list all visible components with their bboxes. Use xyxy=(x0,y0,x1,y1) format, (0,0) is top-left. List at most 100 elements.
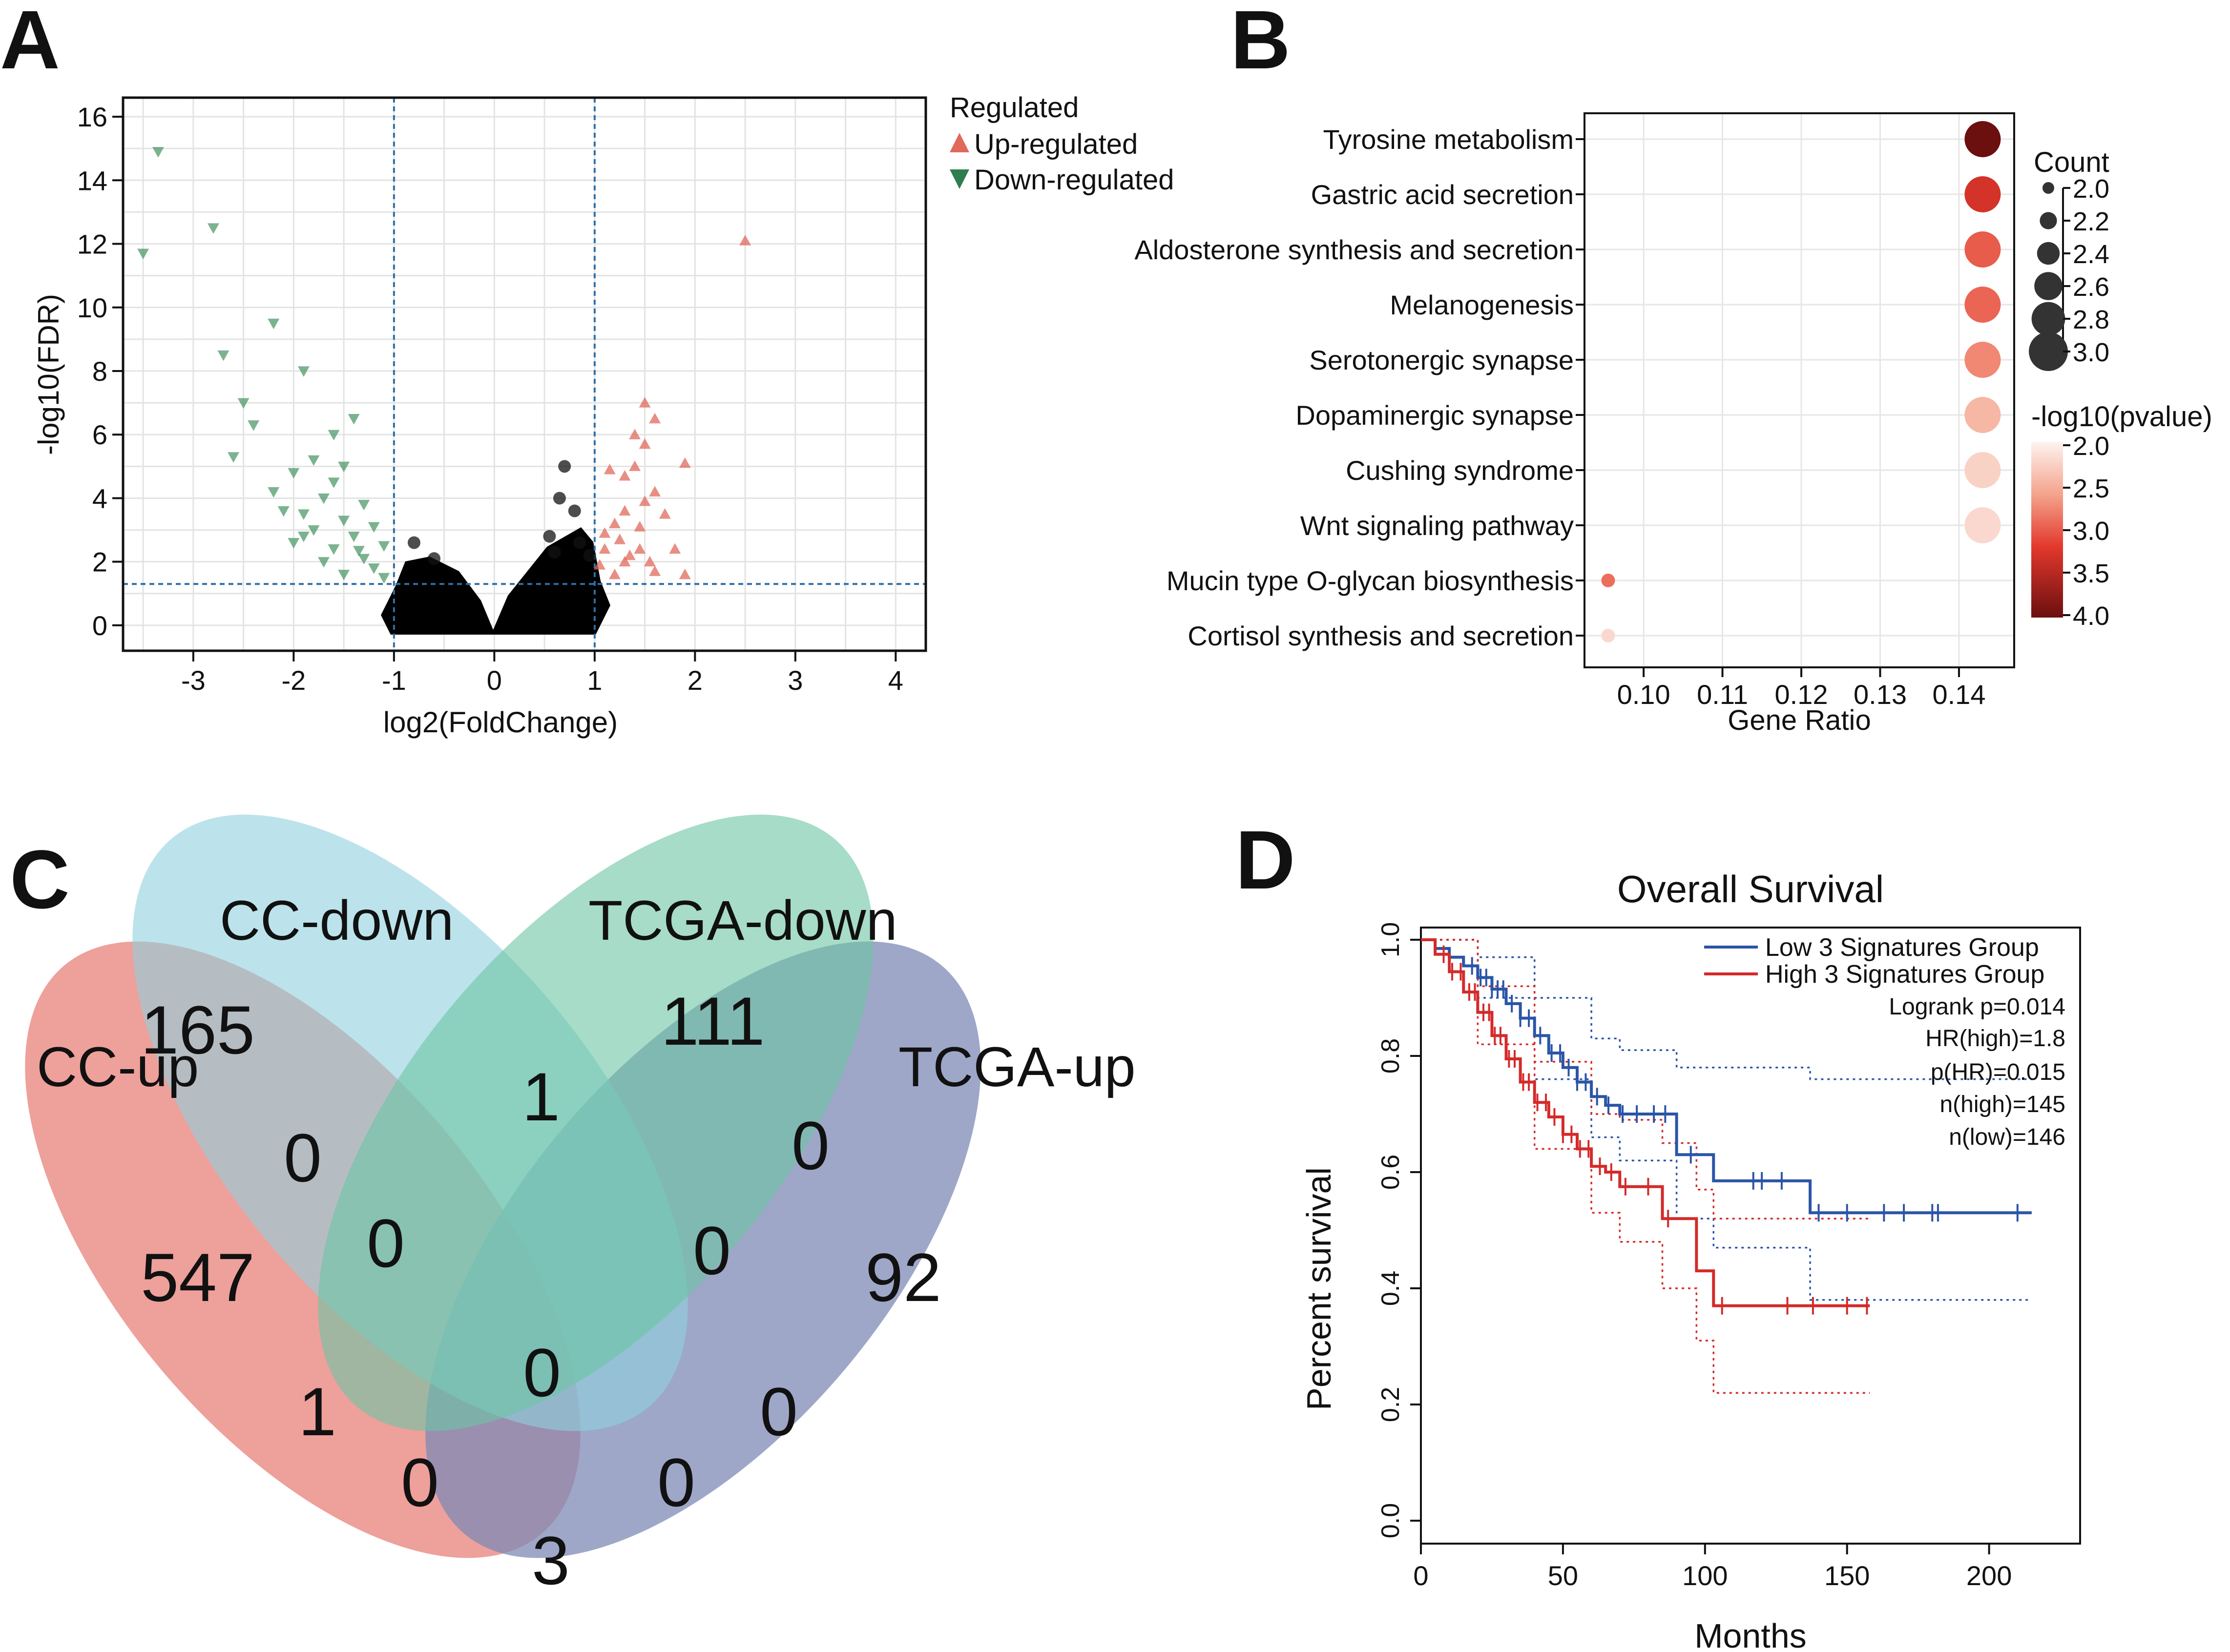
a-point-down xyxy=(297,509,310,520)
a-point-ns xyxy=(543,530,556,543)
a-legend-title: Regulated xyxy=(950,92,1079,124)
d-y-tick-label: 0.2 xyxy=(1376,1387,1405,1422)
d-curve-low xyxy=(1421,938,2032,1215)
b-dot xyxy=(1964,397,2001,433)
b-pvalue-colorbar xyxy=(2031,442,2063,618)
a-point-down xyxy=(297,366,310,377)
b-pvalue-legend-label: 4.0 xyxy=(2073,601,2109,631)
d-curve-high xyxy=(1421,938,1870,1307)
venn-label-tcga-up: TCGA-up xyxy=(898,1036,1136,1098)
a-x-tick-label: 1 xyxy=(587,665,602,696)
b-count-legend-dot xyxy=(2029,332,2068,371)
b-count-legend-dot xyxy=(2037,242,2060,265)
a-point-up xyxy=(649,565,661,576)
a-point-down xyxy=(288,468,300,479)
a-point-up xyxy=(639,397,651,408)
b-count-legend-label: 2.8 xyxy=(2073,305,2109,334)
venn-count-cc-up-only: 547 xyxy=(141,1239,255,1316)
a-plot-frame xyxy=(122,96,927,652)
panel-label-a: A xyxy=(0,0,60,86)
a-legend-down-label: Down-regulated xyxy=(974,164,1174,196)
d-x-axis-label: Months xyxy=(1694,1617,1807,1652)
b-pathway-label: Cortisol synthesis and secretion xyxy=(1188,620,1574,651)
a-x-tick-label: -2 xyxy=(281,665,306,696)
venn-count-tcga-down-only: 111 xyxy=(661,983,765,1059)
a-x-axis-label: log2(FoldChange) xyxy=(383,706,618,739)
d-y-tick-label: 0.8 xyxy=(1376,1038,1405,1074)
a-y-tick-label: 0 xyxy=(92,610,107,641)
b-dots xyxy=(1601,121,2001,642)
a-point-up xyxy=(644,556,656,567)
a-legend-down-triangle xyxy=(950,169,969,189)
a-point-up xyxy=(599,527,611,538)
a-point-ns xyxy=(583,549,596,562)
a-y-ticks: 0 2 4 6 8 10 12 14 16 xyxy=(77,102,123,641)
d-stat-hr: HR(high)=1.8 xyxy=(1925,1026,2065,1052)
d-ci-upper-low xyxy=(1421,939,2032,1080)
a-point-up xyxy=(608,568,621,579)
b-dot xyxy=(1964,176,2001,212)
b-pathway-label: Aldosterone synthesis and secretion xyxy=(1134,234,1574,265)
b-count-legend-dot xyxy=(2040,212,2057,229)
d-stat-n-low: n(low)=146 xyxy=(1949,1124,2065,1150)
venn-count-ccup-ccdown-tcgadown: 0 xyxy=(367,1205,405,1281)
a-x-ticks: -3 -2 -1 0 1 2 3 4 xyxy=(181,651,903,696)
a-y-tick-label: 14 xyxy=(77,165,107,196)
b-count-legend-dot xyxy=(2034,272,2063,300)
panel-label-d: D xyxy=(1235,814,1295,907)
a-point-down xyxy=(358,554,370,565)
a-point-up xyxy=(649,486,661,497)
d-y-tick-label: 0.6 xyxy=(1376,1155,1405,1190)
a-point-down xyxy=(378,541,390,552)
a-point-down xyxy=(348,414,360,425)
b-count-legend: Count 2.0 2.2 2.4 2.6 2.8 3.0 xyxy=(2029,146,2109,371)
venn-label-tcga-down: TCGA-down xyxy=(588,889,897,952)
b-dot xyxy=(1964,342,2001,378)
d-ci-lower-low xyxy=(1421,939,2032,1301)
b-dot xyxy=(1964,121,2001,157)
a-legend: Regulated Up-regulated Down-regulated xyxy=(950,92,1174,196)
b-pvalue-legend-label: 3.0 xyxy=(2073,516,2109,546)
a-y-tick-label: 2 xyxy=(92,547,107,578)
venn-count-cc-down-only: 165 xyxy=(141,991,255,1068)
venn-count-tcga-up-only: 92 xyxy=(865,1239,941,1316)
d-x-tick-label: 150 xyxy=(1824,1560,1870,1591)
a-legend-up-triangle xyxy=(950,133,969,152)
b-pvalue-legend-ticks: 2.0 2.5 3.0 3.5 4.0 xyxy=(2063,432,2109,631)
a-point-ns xyxy=(407,536,420,549)
a-point-up xyxy=(669,543,681,554)
a-point-down xyxy=(338,570,350,580)
b-x-axis-label: Gene Ratio xyxy=(1728,704,1871,736)
a-point-down xyxy=(308,525,320,536)
b-plot-frame xyxy=(1584,112,2015,668)
venn-set-tcga-down xyxy=(318,814,874,1431)
b-pathway-label: Melanogenesis xyxy=(1390,289,1574,320)
d-ci-upper-high xyxy=(1421,939,1870,1219)
a-point-up xyxy=(614,534,626,544)
b-dot xyxy=(1601,574,1615,587)
venn-count-all-four: 0 xyxy=(523,1334,561,1411)
a-y-tick-label: 10 xyxy=(77,292,107,323)
d-y-axis-label: Percent survival xyxy=(1300,1167,1338,1410)
d-x-ticks: 0 50 100 150 200 xyxy=(1413,1544,2012,1591)
b-pvalue-legend: -log10(pvalue) 2.0 2.5 3.0 3.5 4.0 xyxy=(2031,401,2212,631)
b-count-legend-label: 2.2 xyxy=(2073,207,2109,236)
b-pathway-labels: Tyrosine metabolism Gastric acid secretio… xyxy=(1134,124,1584,651)
a-point-up xyxy=(634,543,646,554)
a-point-down xyxy=(207,223,219,234)
b-count-legend-items: 2.0 2.2 2.4 2.6 2.8 3.0 xyxy=(2029,174,2109,371)
a-point-down xyxy=(338,516,350,527)
a-point-up xyxy=(639,438,651,449)
a-point-up xyxy=(649,413,661,424)
a-point-up xyxy=(679,457,691,468)
panel-d-survival: Overall Survival 0 50 100 150 200 0.00.20.40… xyxy=(1300,867,2081,1652)
a-point-up xyxy=(629,460,641,471)
b-count-legend-title: Count xyxy=(2034,146,2109,178)
a-point-down xyxy=(328,477,340,488)
venn-count-ccup-ccdown-tcgaup: 0 xyxy=(657,1444,695,1521)
a-point-down xyxy=(237,398,250,409)
a-point-ns xyxy=(548,546,561,559)
a-point-down xyxy=(318,493,330,504)
a-point-down xyxy=(297,531,310,542)
